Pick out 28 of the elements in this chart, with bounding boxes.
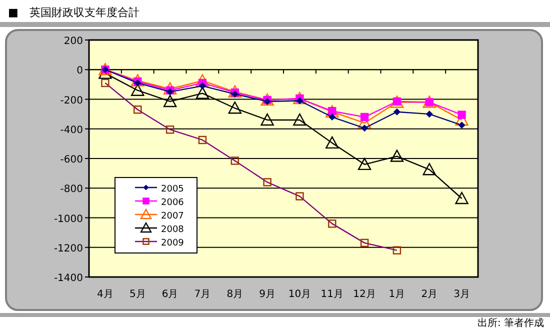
chart-title: ■ 英国財政収支年度合計 <box>8 6 140 19</box>
legend-label: 2006 <box>161 198 184 208</box>
text: 出所: 筆者作成 <box>477 317 544 329</box>
y-tick-label: -1000 <box>54 214 83 225</box>
x-tick-label: 9月 <box>259 289 276 300</box>
y-tick-label: -400 <box>60 124 83 136</box>
x-tick-label: 10月 <box>288 289 312 300</box>
y-tick-label: -200 <box>60 95 83 106</box>
legend-label: 2009 <box>161 238 184 248</box>
x-tick-label: 5月 <box>129 289 146 300</box>
y-tick-label: -1400 <box>54 273 83 284</box>
x-tick-label: 8月 <box>226 289 244 300</box>
y-tick-label: -600 <box>60 154 83 166</box>
x-tick-label: 12月 <box>353 289 376 300</box>
y-tick-label: -800 <box>60 184 83 196</box>
x-tick-label: 4月 <box>97 289 114 300</box>
y-tick-label: -1200 <box>54 243 83 254</box>
x-tick-label: 7月 <box>194 289 211 300</box>
legend-label: 2007 <box>161 212 184 222</box>
x-tick-label: 2月 <box>421 289 438 300</box>
y-tick-label: 0 <box>76 66 83 77</box>
legend-label: 2005 <box>161 184 184 194</box>
y-tick-label: 200 <box>64 36 83 47</box>
x-tick-label: 6月 <box>162 289 178 300</box>
x-tick-label: 11月 <box>320 289 344 300</box>
x-tick-label: 3月 <box>454 289 470 300</box>
legend-label: 2008 <box>161 225 184 235</box>
x-tick-label: 1月 <box>388 289 406 300</box>
